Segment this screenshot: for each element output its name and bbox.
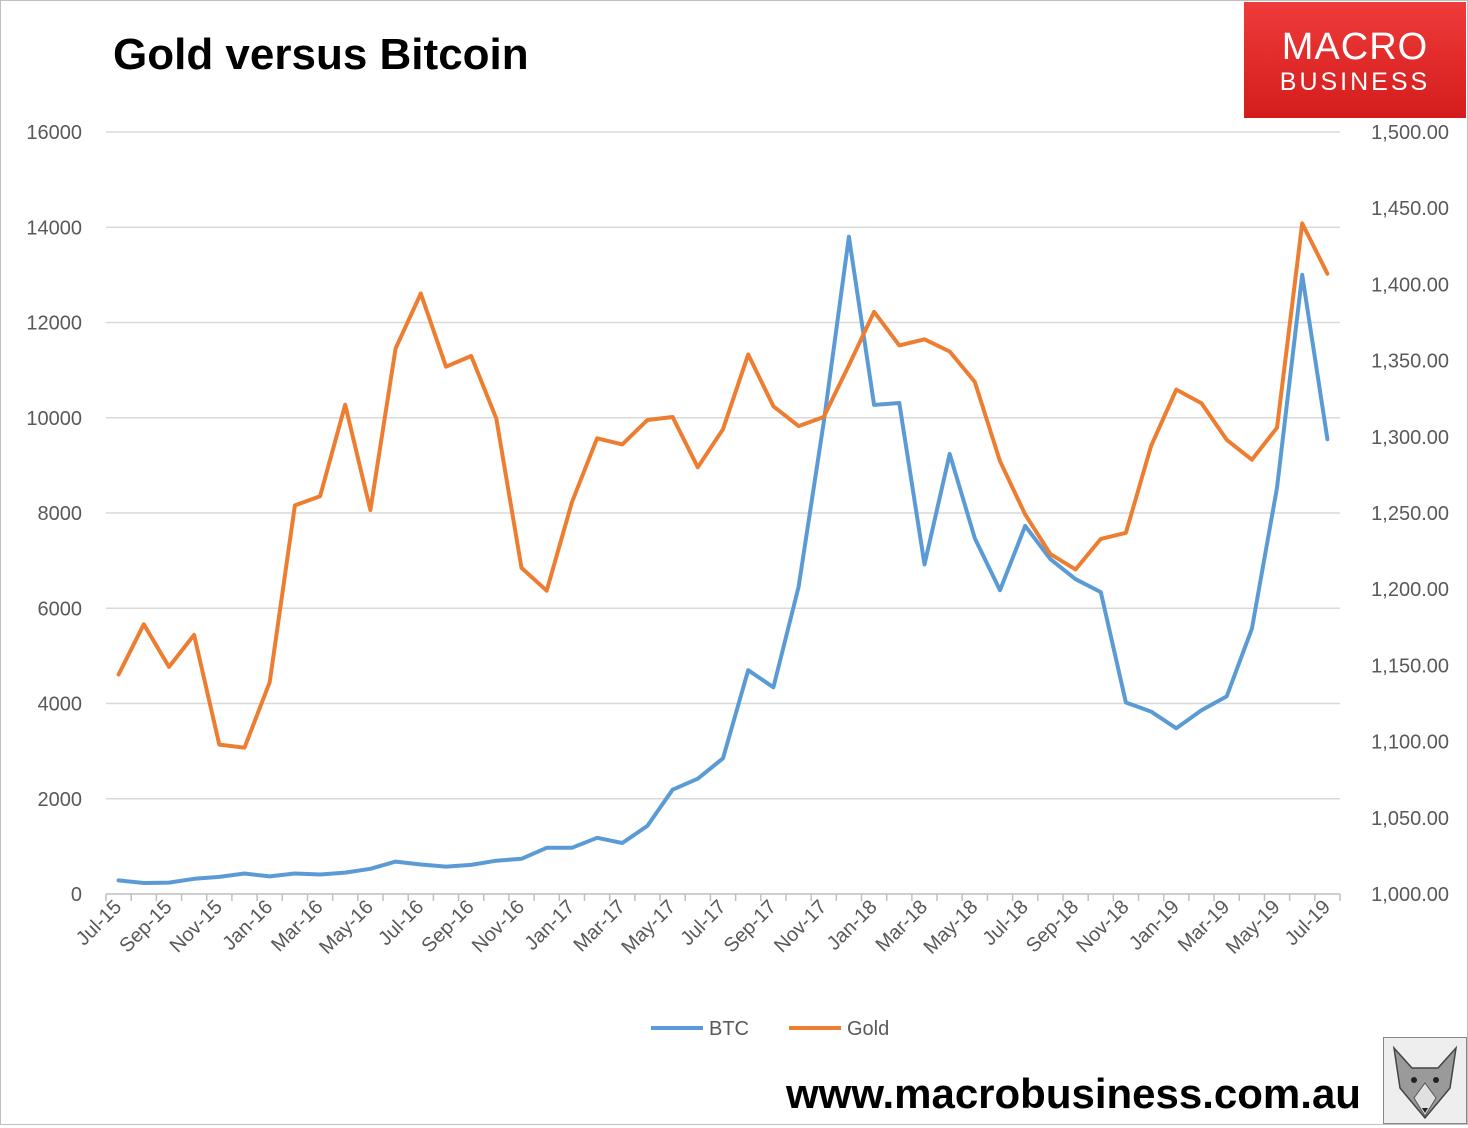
x-tick-label: Jul-19 xyxy=(1281,896,1335,950)
y-left-tick-label: 2000 xyxy=(38,789,83,811)
y-right-tick-label: 1,150.00 xyxy=(1371,655,1449,677)
series-lines xyxy=(116,221,1330,885)
x-tick-label: May-17 xyxy=(617,896,680,959)
x-tick-label: Sep-17 xyxy=(720,896,781,957)
legend: BTC Gold xyxy=(651,1018,889,1040)
x-tick-label: Jan-19 xyxy=(1125,896,1184,955)
x-axis: Jul-15Sep-15Nov-15Jan-16Mar-16May-16Jul-… xyxy=(72,894,1341,959)
series-line-btc xyxy=(116,234,1330,885)
x-tick-label: Nov-17 xyxy=(770,896,831,957)
y-right-tick-label: 1,400.00 xyxy=(1371,274,1449,296)
x-tick-label: Jan-18 xyxy=(823,896,882,955)
logo-line-1: MACRO xyxy=(1281,26,1429,68)
x-tick-label: Sep-18 xyxy=(1022,896,1083,957)
x-tick-label: Sep-16 xyxy=(418,896,479,957)
y-right-tick-label: 1,000.00 xyxy=(1371,884,1449,906)
y-left-tick-label: 16000 xyxy=(26,122,82,144)
y-right-tick-label: 1,050.00 xyxy=(1371,808,1449,830)
chart-title: Gold versus Bitcoin xyxy=(113,30,529,79)
series-line-gold xyxy=(116,221,1330,750)
y-axis-right: 1,000.00 1,050.00 1,100.00 1,150.00 1,200.00… xyxy=(1371,122,1449,906)
y-left-tick-label: 8000 xyxy=(38,503,83,525)
logo-line-2: BUSINESS xyxy=(1279,68,1431,96)
y-right-tick-label: 1,450.00 xyxy=(1371,198,1449,220)
y-right-tick-label: 1,200.00 xyxy=(1371,579,1449,601)
x-tick-label: Jan-16 xyxy=(218,896,277,955)
x-tick-label: Nov-16 xyxy=(468,896,529,957)
x-tick-label: Nov-18 xyxy=(1072,896,1133,957)
x-tick-label: Sep-15 xyxy=(115,896,176,957)
y-right-tick-label: 1,250.00 xyxy=(1371,503,1449,525)
y-right-tick-label: 1,500.00 xyxy=(1371,122,1449,144)
gridlines xyxy=(106,131,1340,895)
y-left-tick-label: 0 xyxy=(71,884,82,906)
y-right-tick-label: 1,100.00 xyxy=(1371,732,1449,754)
fox-logo-icon xyxy=(1383,1037,1467,1124)
y-left-tick-label: 12000 xyxy=(26,313,82,335)
y-right-tick-label: 1,300.00 xyxy=(1371,427,1449,449)
y-left-tick-label: 10000 xyxy=(26,408,82,430)
macro-business-logo: MACRO BUSINESS xyxy=(1244,2,1466,118)
website-url: www.macrobusiness.com.au xyxy=(786,1070,1361,1117)
x-tick-label: May-18 xyxy=(920,896,983,959)
y-left-tick-label: 14000 xyxy=(26,217,82,239)
legend-label-btc: BTC xyxy=(709,1018,749,1040)
y-axis-left: 0 2000 4000 6000 8000 10000 12000 14000 16000 xyxy=(26,122,82,906)
x-tick-label: Nov-15 xyxy=(166,896,227,957)
x-tick-label: Jan-17 xyxy=(521,896,580,955)
y-left-tick-label: 4000 xyxy=(38,694,83,716)
y-left-tick-label: 6000 xyxy=(38,598,83,620)
x-tick-label: May-16 xyxy=(315,896,378,959)
y-right-tick-label: 1,350.00 xyxy=(1371,351,1449,373)
legend-label-gold: Gold xyxy=(847,1018,889,1040)
x-tick-label: May-19 xyxy=(1222,896,1285,959)
